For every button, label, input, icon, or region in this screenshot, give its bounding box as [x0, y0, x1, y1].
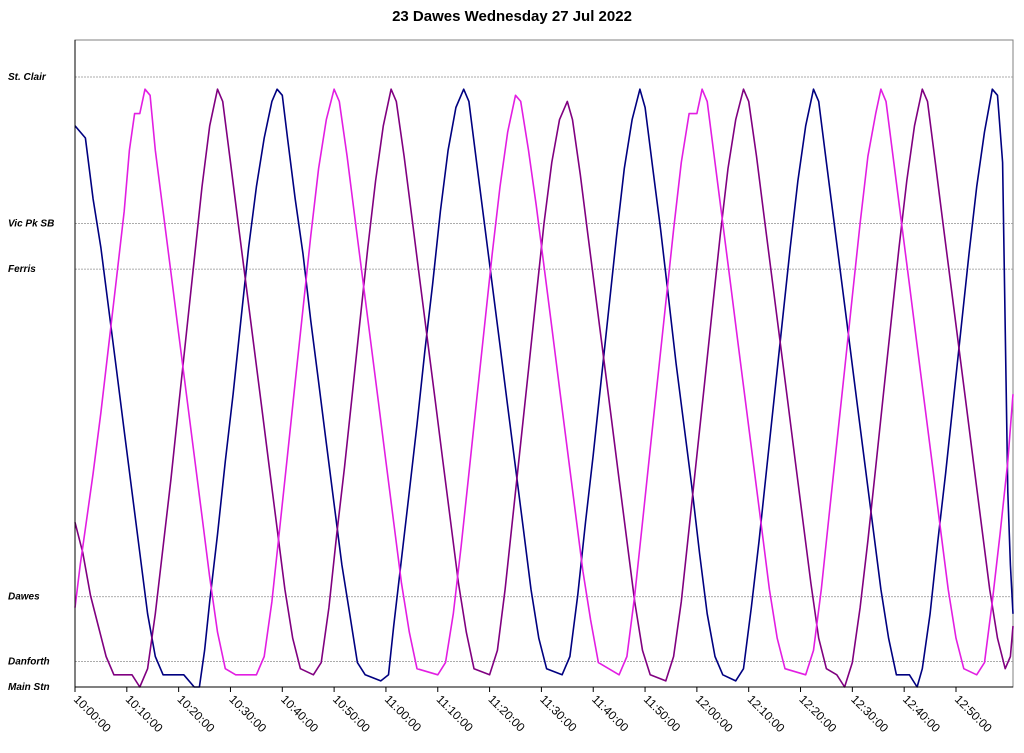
stop-label: St. Clair: [8, 72, 47, 83]
x-tick-label: 10:40:00: [278, 692, 321, 735]
x-tick-label: 11:50:00: [641, 692, 684, 735]
stop-labels: St. Clair Vic Pk SB Ferris Dawes Danforth Mai…: [8, 72, 54, 693]
x-tick-label: 10:00:00: [71, 692, 114, 735]
x-tick-label: 11:10:00: [434, 692, 477, 735]
x-tick-label: 12:00:00: [693, 692, 736, 735]
x-tick-label: 10:50:00: [330, 692, 373, 735]
stop-label: Dawes: [8, 592, 40, 603]
x-tick-label: 12:50:00: [952, 692, 995, 735]
x-tick-label: 11:20:00: [485, 692, 528, 735]
stop-label: Danforth: [8, 656, 50, 667]
x-tick-label: 11:00:00: [382, 692, 425, 735]
x-tick-label: 12:20:00: [796, 692, 839, 735]
x-tick-label: 12:30:00: [848, 692, 891, 735]
plot-area: [74, 39, 1014, 688]
series-line-3: [74, 88, 1014, 676]
series-line-2: [74, 88, 1014, 688]
stop-label: Ferris: [8, 264, 36, 275]
series-line-1: [74, 88, 1014, 688]
stop-label: Main Stn: [8, 682, 50, 693]
series-lines: [74, 88, 1014, 688]
x-tick-label: 10:10:00: [123, 692, 166, 735]
x-tick-label: 11:30:00: [537, 692, 580, 735]
x-tick-label: 12:40:00: [900, 692, 943, 735]
chart-title: 23 Dawes Wednesday 27 Jul 2022: [392, 8, 632, 25]
stop-label: Vic Pk SB: [8, 218, 54, 229]
x-axis-ticks: 10:00:00 10:10:00 10:20:00 10:30:00 10:40:00…: [71, 687, 995, 735]
x-tick-label: 10:30:00: [226, 692, 269, 735]
x-tick-label: 11:40:00: [589, 692, 632, 735]
x-tick-label: 12:10:00: [745, 692, 788, 735]
x-tick-label: 10:20:00: [175, 692, 218, 735]
